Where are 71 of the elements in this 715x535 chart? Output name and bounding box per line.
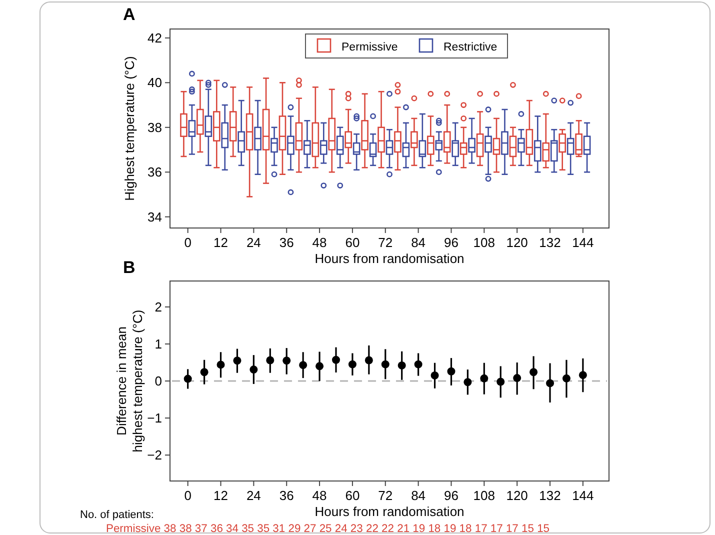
y-axis-title: Difference in mean highest temperature (°C)	[114, 310, 145, 452]
y-tick-label: 2	[154, 299, 162, 314]
x-tick-label: 84	[411, 235, 426, 250]
y-tick-label: 40	[148, 75, 162, 90]
x-tick-label: 0	[184, 488, 192, 503]
y-tick-label: 1	[154, 336, 162, 352]
x-tick-label: 0	[184, 235, 192, 250]
x-tick-label: 72	[378, 235, 393, 250]
y-tick-label: 36	[148, 164, 162, 180]
point	[299, 361, 308, 370]
point	[447, 367, 456, 376]
y-tick-label: 42	[148, 30, 162, 46]
point	[562, 374, 570, 382]
x-tick-label: 96	[444, 488, 458, 503]
point	[578, 371, 587, 380]
y-tick-label: 34	[148, 209, 162, 224]
x-tick-label: 132	[539, 488, 561, 503]
point	[530, 368, 538, 376]
x-axis-title: Hours from randomisation	[314, 504, 464, 519]
y-tick-label: 38	[148, 120, 162, 135]
point	[513, 374, 522, 382]
y-axis-title: Highest temperature (°C)	[122, 56, 137, 201]
point	[364, 356, 373, 364]
point	[496, 378, 505, 386]
x-tick-label: 120	[506, 235, 528, 250]
x-tick-label: 120	[506, 488, 528, 503]
point	[184, 374, 192, 383]
x-tick-label: 60	[345, 488, 360, 503]
point	[332, 356, 340, 364]
x-tick-label: 48	[312, 488, 327, 503]
x-tick-label: 60	[345, 235, 360, 250]
x-tick-label: 144	[572, 235, 594, 250]
text: Permissive 38 38 37 36 34 35 35 31 29 27 25 24 23 22 22 21 19 18 19 18 17 17 17 15 15	[106, 523, 550, 535]
legend-label: Restrictive	[444, 42, 498, 54]
point	[233, 356, 242, 365]
point	[216, 360, 225, 369]
chart-title: A	[123, 5, 136, 24]
x-tick-label: 108	[473, 235, 496, 250]
point	[282, 356, 291, 365]
x-tick-label: 84	[411, 488, 426, 503]
y-tick-label: −2	[147, 448, 162, 463]
point	[430, 371, 439, 380]
legend-label: Permissive	[342, 42, 398, 54]
x-tick-label: 12	[214, 488, 228, 503]
point	[316, 362, 324, 370]
point	[250, 366, 258, 374]
y-tick-label: 0	[154, 374, 162, 389]
x-tick-label: 48	[312, 235, 327, 250]
point	[200, 368, 208, 376]
point	[381, 360, 390, 368]
x-tick-label: 108	[473, 488, 496, 503]
point	[266, 356, 274, 364]
point	[480, 374, 488, 382]
x-tick-label: 72	[378, 488, 393, 503]
x-tick-label: 132	[539, 235, 561, 250]
x-tick-label: 12	[214, 235, 228, 250]
point	[398, 361, 406, 370]
x-tick-label: 24	[246, 235, 261, 250]
point	[464, 378, 472, 386]
chart-title: B	[123, 258, 136, 277]
point	[546, 379, 554, 388]
x-tick-label: 24	[246, 488, 261, 503]
x-tick-label: 96	[444, 235, 458, 250]
x-tick-label: 36	[279, 235, 294, 250]
x-tick-label: 36	[279, 488, 294, 503]
point	[348, 360, 356, 368]
x-tick-label: 144	[572, 488, 594, 503]
text: No. of patients:	[80, 509, 154, 521]
point	[414, 360, 422, 368]
x-axis-title: Hours from randomisation	[314, 251, 464, 266]
y-tick-label: −1	[147, 410, 162, 426]
